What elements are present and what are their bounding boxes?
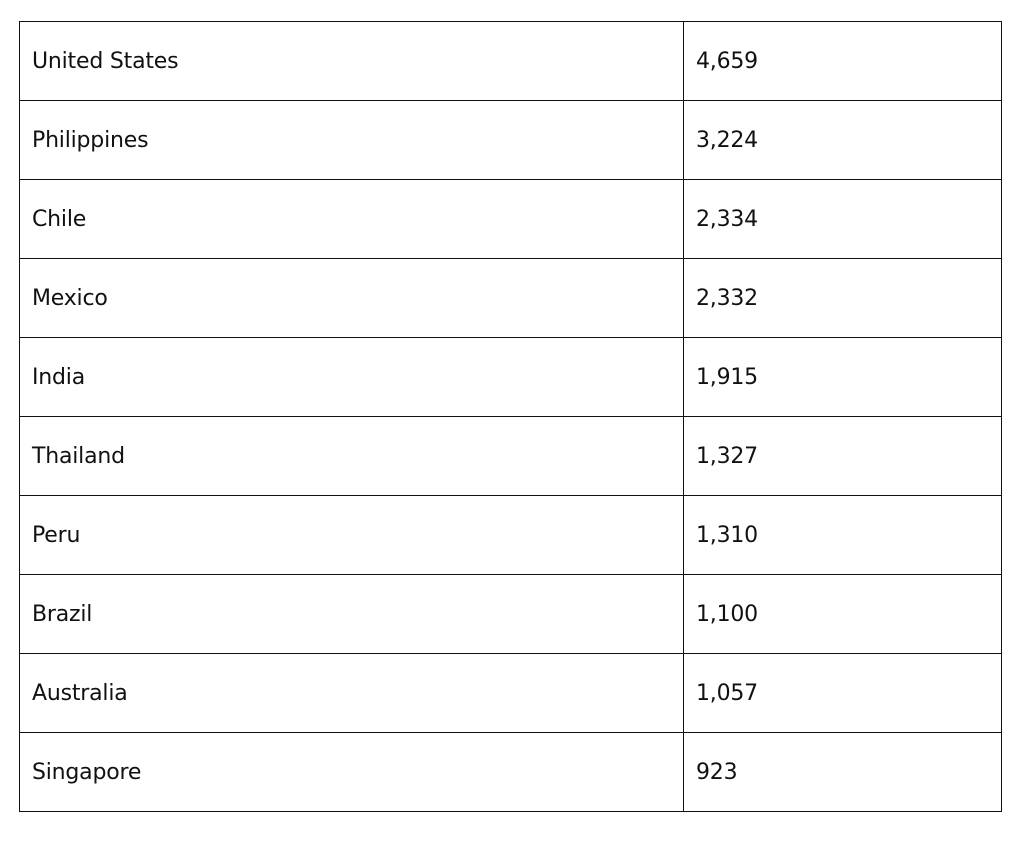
country-cell: Thailand: [19, 416, 684, 496]
country-cell: Philippines: [19, 100, 684, 180]
country-cell: India: [19, 337, 684, 417]
country-cell: Chile: [19, 179, 684, 259]
country-cell: Australia: [19, 653, 684, 733]
table-row: Chile 2,334: [19, 179, 1002, 259]
table-row: Mexico 2,332: [19, 258, 1002, 338]
value-cell: 1,057: [683, 653, 1002, 733]
country-cell: Singapore: [19, 732, 684, 812]
table-row: Australia 1,057: [19, 653, 1002, 733]
table-row: Philippines 3,224: [19, 100, 1002, 180]
value-cell: 3,224: [683, 100, 1002, 180]
value-cell: 1,327: [683, 416, 1002, 496]
value-cell: 2,334: [683, 179, 1002, 259]
table-row: India 1,915: [19, 337, 1002, 417]
table-row: Singapore 923: [19, 732, 1002, 812]
table-row: United States 4,659: [19, 21, 1002, 101]
value-cell: 4,659: [683, 21, 1002, 101]
data-table: United States 4,659 Philippines 3,224 Chile 2…: [19, 21, 1002, 812]
value-cell: 2,332: [683, 258, 1002, 338]
value-cell: 1,310: [683, 495, 1002, 575]
table-row: Brazil 1,100: [19, 574, 1002, 654]
country-cell: Peru: [19, 495, 684, 575]
country-cell: Brazil: [19, 574, 684, 654]
value-cell: 1,915: [683, 337, 1002, 417]
value-cell: 1,100: [683, 574, 1002, 654]
table-row: Peru 1,310: [19, 495, 1002, 575]
country-cell: Mexico: [19, 258, 684, 338]
country-cell: United States: [19, 21, 684, 101]
table-row: Thailand 1,327: [19, 416, 1002, 496]
value-cell: 923: [683, 732, 1002, 812]
